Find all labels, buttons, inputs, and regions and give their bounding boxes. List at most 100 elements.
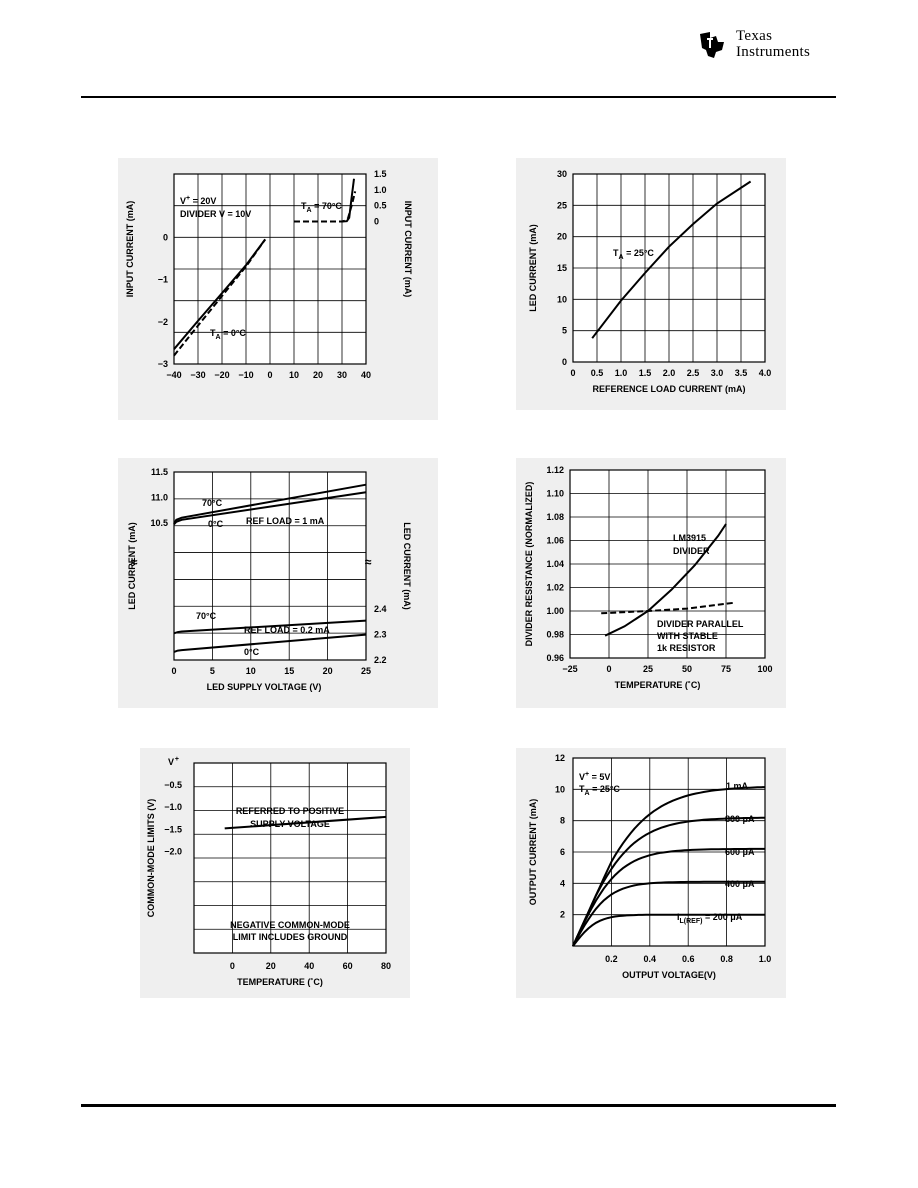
y2-axis-label: LED CURRENT (mA) (402, 522, 412, 610)
x-tick-label: 0.6 (682, 954, 695, 964)
x-tick-label: 0.8 (720, 954, 733, 964)
series-line (341, 178, 355, 223)
y-tick-label: 10 (555, 784, 565, 794)
y-tick-label: 1.00 (546, 606, 564, 616)
x-tick-label: −40 (166, 370, 181, 380)
x-tick-label: 0 (606, 664, 611, 674)
series-line (601, 601, 734, 615)
series-line (173, 619, 367, 635)
y2-tick-label: 2.4 (374, 604, 387, 614)
annotation-supply: SUPPLY VOLTAGE (250, 819, 330, 829)
x-tick-label: −30 (190, 370, 205, 380)
y2-tick-label: 2.2 (374, 655, 387, 665)
annotation-referred: REFERRED TO POSITIVE (236, 806, 344, 816)
x-tick-label: 2.5 (687, 368, 700, 378)
annotation-1ma: 1 mA (726, 781, 749, 791)
chart-common-mode: 0 20 40 60 80 V + −0.5 −1.0 −1.5 −2.0 COMMON-MODE L… (140, 748, 410, 998)
x-tick-label: 0.2 (605, 954, 618, 964)
annotation-70c: 70°C (196, 611, 217, 621)
y-tick-label: 5 (562, 326, 567, 336)
x-tick-label: 80 (381, 961, 391, 971)
series-line (294, 191, 357, 223)
series-line (572, 847, 765, 947)
y-tick-label: −2.0 (164, 846, 182, 856)
logo-line2: Instruments (736, 44, 811, 60)
x-axis-label: OUTPUT VOLTAGE(V) (622, 970, 716, 980)
x-axis-label: REFERENCE LOAD CURRENT (mA) (593, 384, 746, 394)
x-tick-label: 1.5 (639, 368, 652, 378)
x-tick-label: 3.0 (711, 368, 724, 378)
x-tick-label: 0 (267, 370, 272, 380)
annotation-lm3915: LM3915 (673, 533, 706, 543)
x-tick-label: 30 (337, 370, 347, 380)
series-line (173, 491, 367, 525)
y-tick-label: 4 (560, 878, 565, 888)
annotation-ta25: TA = 25°C (579, 784, 620, 797)
y-tick-label: 12 (555, 753, 565, 763)
x-tick-label: 4.0 (759, 368, 772, 378)
annotation-ta70: TA = 70°C (301, 201, 342, 214)
x-tick-label: 50 (682, 664, 692, 674)
header-rule (81, 96, 836, 98)
y-tick-label: 11.5 (151, 467, 168, 477)
y-axis-label: LED CURRENT (mA) (127, 522, 137, 610)
y-tick-label: 11.0 (151, 492, 168, 502)
logo-line1: Texas (736, 28, 773, 44)
annotation-stable: WITH STABLE (657, 631, 718, 641)
y-tick-label: 10 (557, 294, 567, 304)
x-tick-label: 20 (323, 666, 333, 676)
y-axis-label: COMMON-MODE LIMITS (V) (146, 799, 156, 918)
x-tick-label: 40 (361, 370, 371, 380)
y-tick-label: 0.96 (546, 653, 564, 663)
y-tick-label: 1.12 (546, 465, 564, 475)
x-tick-label: 1.0 (759, 954, 772, 964)
y-tick-label: 2 (560, 910, 565, 920)
x-tick-label: −10 (238, 370, 253, 380)
annotation-ta25: TA = 25°C (613, 248, 654, 261)
series-line (224, 815, 387, 830)
chart-output-current: 0.2 0.4 0.6 0.8 1.0 2 4 6 8 10 12 OUTPUT CURRENT (m… (516, 748, 786, 998)
annotation-600ua: 600 μA (725, 847, 755, 857)
y-tick-label: 10.5 (150, 518, 168, 528)
annotation-ta0: TA = 0°C (210, 328, 246, 341)
annotation-resistor: 1k RESISTOR (657, 643, 716, 653)
x-tick-label: 40 (304, 961, 314, 971)
y-tick-label: −0.5 (164, 780, 182, 790)
annotation-ground: LIMIT INCLUDES GROUND (233, 932, 348, 942)
x-tick-label: 20 (266, 961, 276, 971)
y-axis-label: DIVIDER RESISTANCE (NORMALIZED) (524, 482, 534, 647)
annotation-200ua: IL(REF) = 200 μA (677, 912, 743, 925)
y-tick-label: 0 (562, 357, 567, 367)
annotation-refload1: REF LOAD = 1 mA (246, 516, 325, 526)
annotation-refload02: REF LOAD = 0.2 mA (244, 625, 330, 635)
y-tick-label: −1.5 (164, 824, 182, 834)
y-axis-label: LED CURRENT (mA) (528, 224, 538, 312)
axis-break: ≈ (131, 555, 138, 569)
y-tick-label: 0.98 (546, 630, 564, 640)
x-tick-label: −25 (562, 664, 577, 674)
footer-rule (81, 1104, 836, 1107)
chart-led-vs-ref-load: 0 0.5 1.0 1.5 2.0 2.5 3.0 3.5 4.0 0 5 10 15 20 25 30 LED… (516, 158, 786, 410)
x-axis-label: LED SUPPLY VOLTAGE (V) (207, 682, 322, 692)
y-tick-label: 8 (560, 816, 565, 826)
annotation-divider: DIVIDER V = 10V (180, 209, 251, 219)
y-tick-label: + (175, 756, 179, 763)
annotation-0c: 0°C (244, 647, 260, 657)
x-tick-label: 2.0 (663, 368, 676, 378)
x-tick-label: 60 (343, 961, 353, 971)
annotation-divider: DIVIDER (673, 546, 710, 556)
y-tick-label: 15 (557, 263, 567, 273)
y-tick-label: 6 (560, 847, 565, 857)
x-tick-label: 25 (361, 666, 371, 676)
x-tick-label: 5 (210, 666, 215, 676)
ti-logo-icon (700, 32, 724, 58)
x-tick-label: 75 (721, 664, 731, 674)
page-header: Texas Instruments (0, 0, 918, 100)
y-tick-label: 30 (557, 169, 567, 179)
x-tick-label: 100 (757, 664, 772, 674)
y2-tick-label: 0 (374, 217, 379, 227)
series-line (173, 633, 367, 653)
chart-input-current: −40 −30 −20 −10 0 10 20 30 40−3−2−1000.51.01.5IN… (118, 158, 438, 420)
x-tick-label: 10 (246, 666, 256, 676)
